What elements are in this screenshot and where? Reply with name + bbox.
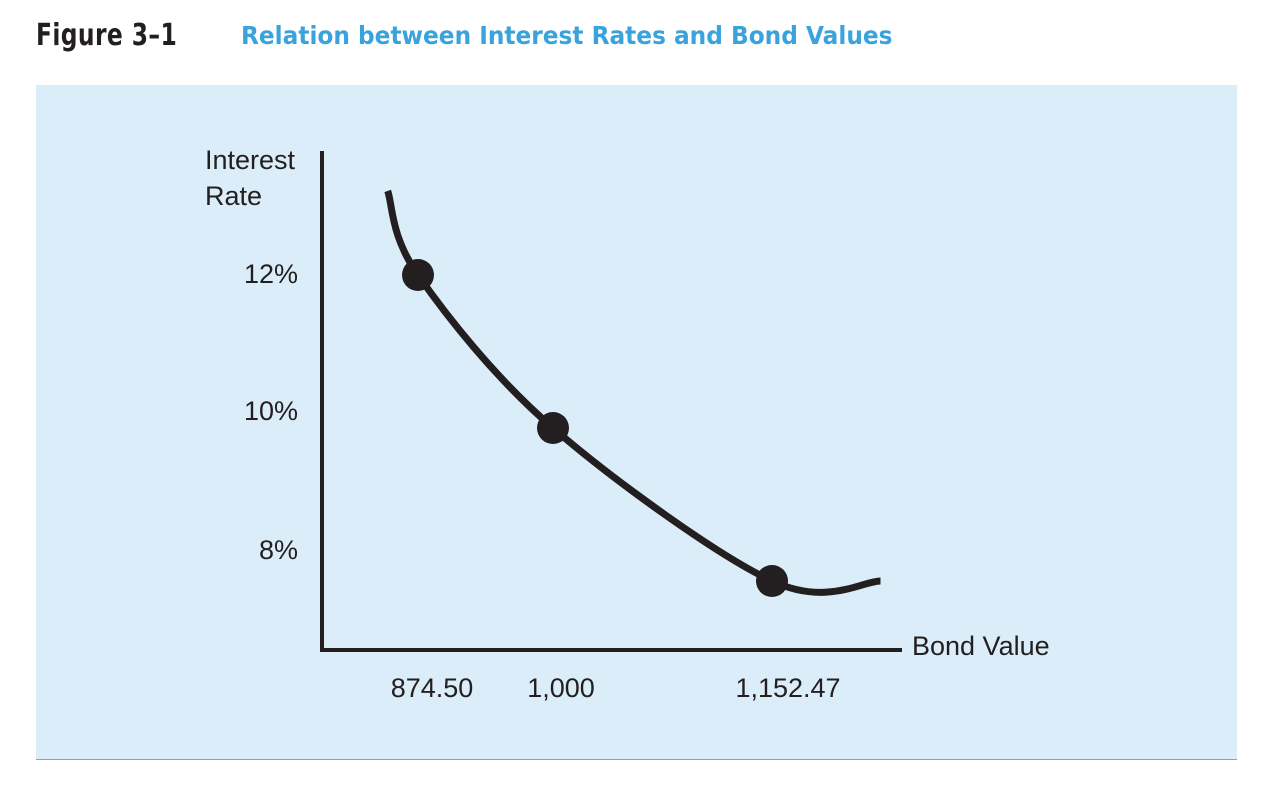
bond-value-curve xyxy=(384,189,881,596)
figure-title: Relation between Interest Rates and Bond… xyxy=(241,20,893,50)
x-tick-label: 1,152.47 xyxy=(735,673,840,703)
y-tick-label: 12% xyxy=(244,259,298,289)
y-tick-label: 8% xyxy=(259,535,298,565)
x-axis-label: Bond Value xyxy=(912,631,1050,661)
figure-header: Figure 3–1 Relation between Interest Rat… xyxy=(36,12,942,58)
y-tick-label: 10% xyxy=(244,396,298,426)
data-point xyxy=(402,259,434,291)
figure-number: Figure 3–1 xyxy=(36,17,178,53)
chart: Interest Rate Bond Value 12% 10% 8% 874.… xyxy=(205,145,1050,703)
data-point xyxy=(756,565,788,597)
data-point xyxy=(537,412,569,444)
y-axis-label-line-1: Interest xyxy=(205,145,296,175)
panel-bottom-rule xyxy=(36,759,1237,760)
chart-panel xyxy=(36,85,1237,760)
x-tick-label: 874.50 xyxy=(391,673,474,703)
y-axis-label-line-2: Rate xyxy=(205,181,262,211)
x-tick-label: 1,000 xyxy=(527,673,595,703)
